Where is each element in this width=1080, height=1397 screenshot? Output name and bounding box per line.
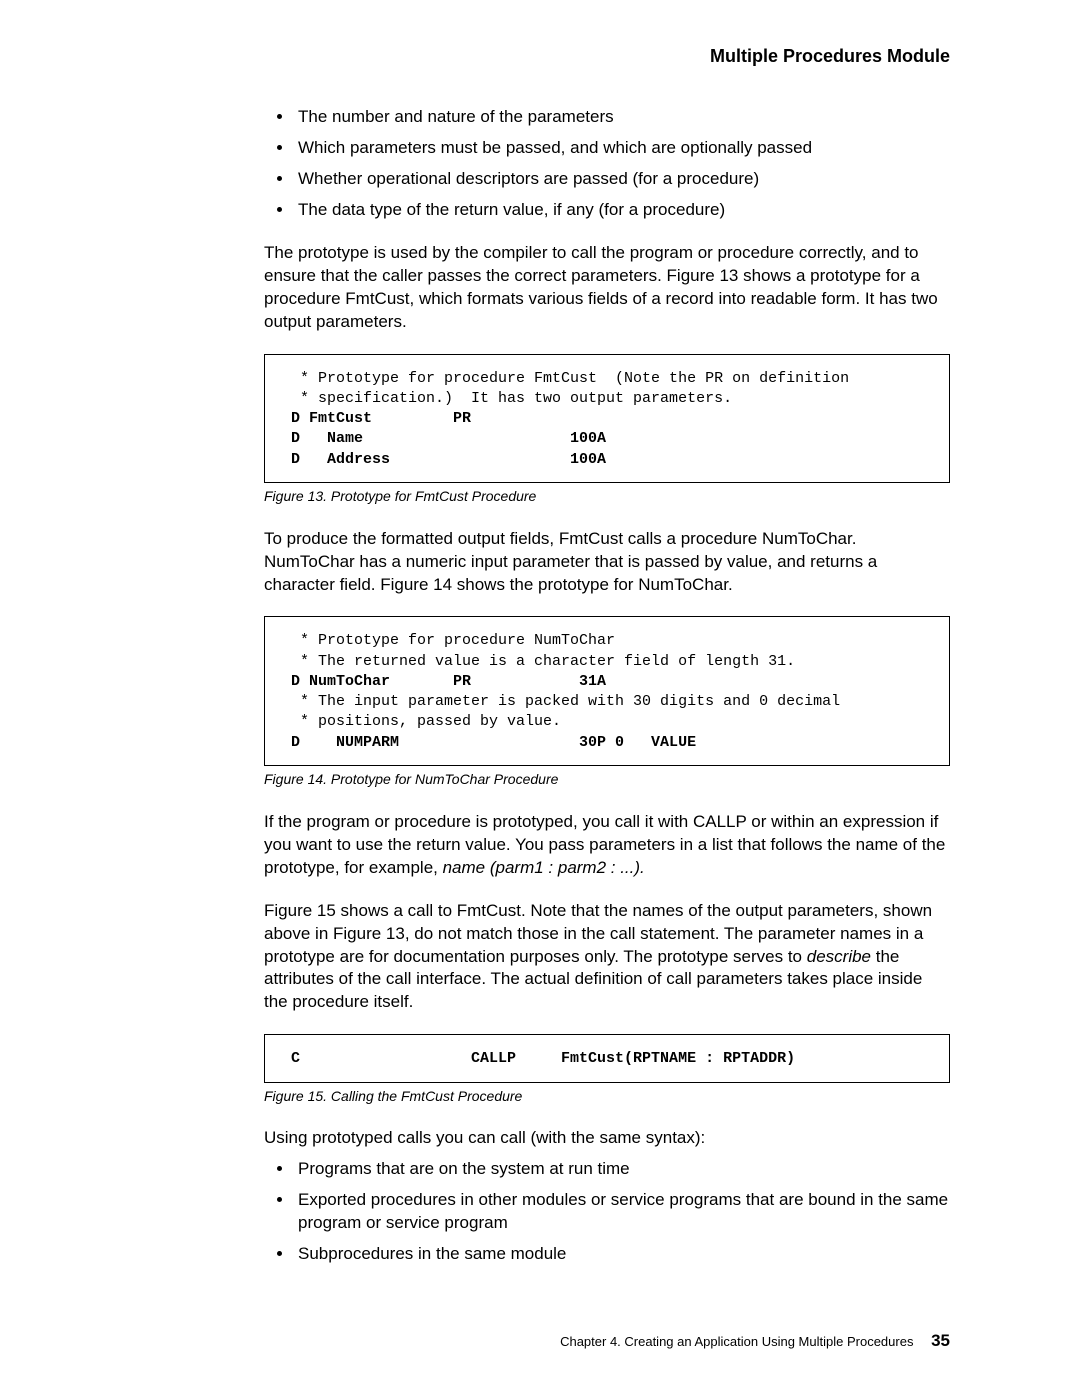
code-line: * positions, passed by value.	[291, 713, 561, 730]
code-line: D FmtCust PR	[291, 410, 471, 427]
list-item: Whether operational descriptors are pass…	[294, 168, 950, 191]
paragraph: Figure 15 shows a call to FmtCust. Note …	[264, 900, 950, 1015]
code-line: C CALLP FmtCust(RPTNAME : RPTADDR)	[291, 1050, 795, 1067]
list-item: The data type of the return value, if an…	[294, 199, 950, 222]
paragraph: If the program or procedure is prototype…	[264, 811, 950, 880]
list-item: The number and nature of the parameters	[294, 106, 950, 129]
paragraph: Using prototyped calls you can call (wit…	[264, 1127, 950, 1150]
footer-chapter: Chapter 4. Creating an Application Using…	[560, 1334, 913, 1349]
text-run-italic: name (parm1 : parm2 : ...).	[443, 858, 645, 877]
code-line: D Address 100A	[291, 451, 606, 468]
figure-15-box: C CALLP FmtCust(RPTNAME : RPTADDR)	[264, 1034, 950, 1082]
footer-page-number: 35	[931, 1331, 950, 1350]
bullet-list-2: Programs that are on the system at run t…	[264, 1158, 950, 1266]
paragraph: To produce the formatted output fields, …	[264, 528, 950, 597]
code-line: * The returned value is a character fiel…	[291, 653, 795, 670]
list-item: Which parameters must be passed, and whi…	[294, 137, 950, 160]
paragraph: The prototype is used by the compiler to…	[264, 242, 950, 334]
figure-13-box: * Prototype for procedure FmtCust (Note …	[264, 354, 950, 483]
page-content: The number and nature of the parameters …	[264, 106, 950, 1266]
list-item: Subprocedures in the same module	[294, 1243, 950, 1266]
list-item: Exported procedures in other modules or …	[294, 1189, 950, 1235]
code-line: * Prototype for procedure FmtCust (Note …	[291, 370, 849, 387]
text-run-italic: describe	[807, 947, 871, 966]
page-footer: Chapter 4. Creating an Application Using…	[560, 1330, 950, 1353]
code-line: * The input parameter is packed with 30 …	[291, 693, 840, 710]
running-head: Multiple Procedures Module	[710, 44, 950, 68]
list-item: Programs that are on the system at run t…	[294, 1158, 950, 1181]
code-line: * specification.) It has two output para…	[291, 390, 732, 407]
figure-14-box: * Prototype for procedure NumToChar * Th…	[264, 616, 950, 766]
figure-14-caption: Figure 14. Prototype for NumToChar Proce…	[264, 770, 950, 789]
bullet-list-1: The number and nature of the parameters …	[264, 106, 950, 222]
code-line: D NUMPARM 30P 0 VALUE	[291, 734, 696, 751]
code-line: * Prototype for procedure NumToChar	[291, 632, 615, 649]
code-line: D Name 100A	[291, 430, 606, 447]
code-line: D NumToChar PR 31A	[291, 673, 606, 690]
figure-15-caption: Figure 15. Calling the FmtCust Procedure	[264, 1087, 950, 1106]
figure-13-caption: Figure 13. Prototype for FmtCust Procedu…	[264, 487, 950, 506]
page: Multiple Procedures Module The number an…	[0, 0, 1080, 1397]
